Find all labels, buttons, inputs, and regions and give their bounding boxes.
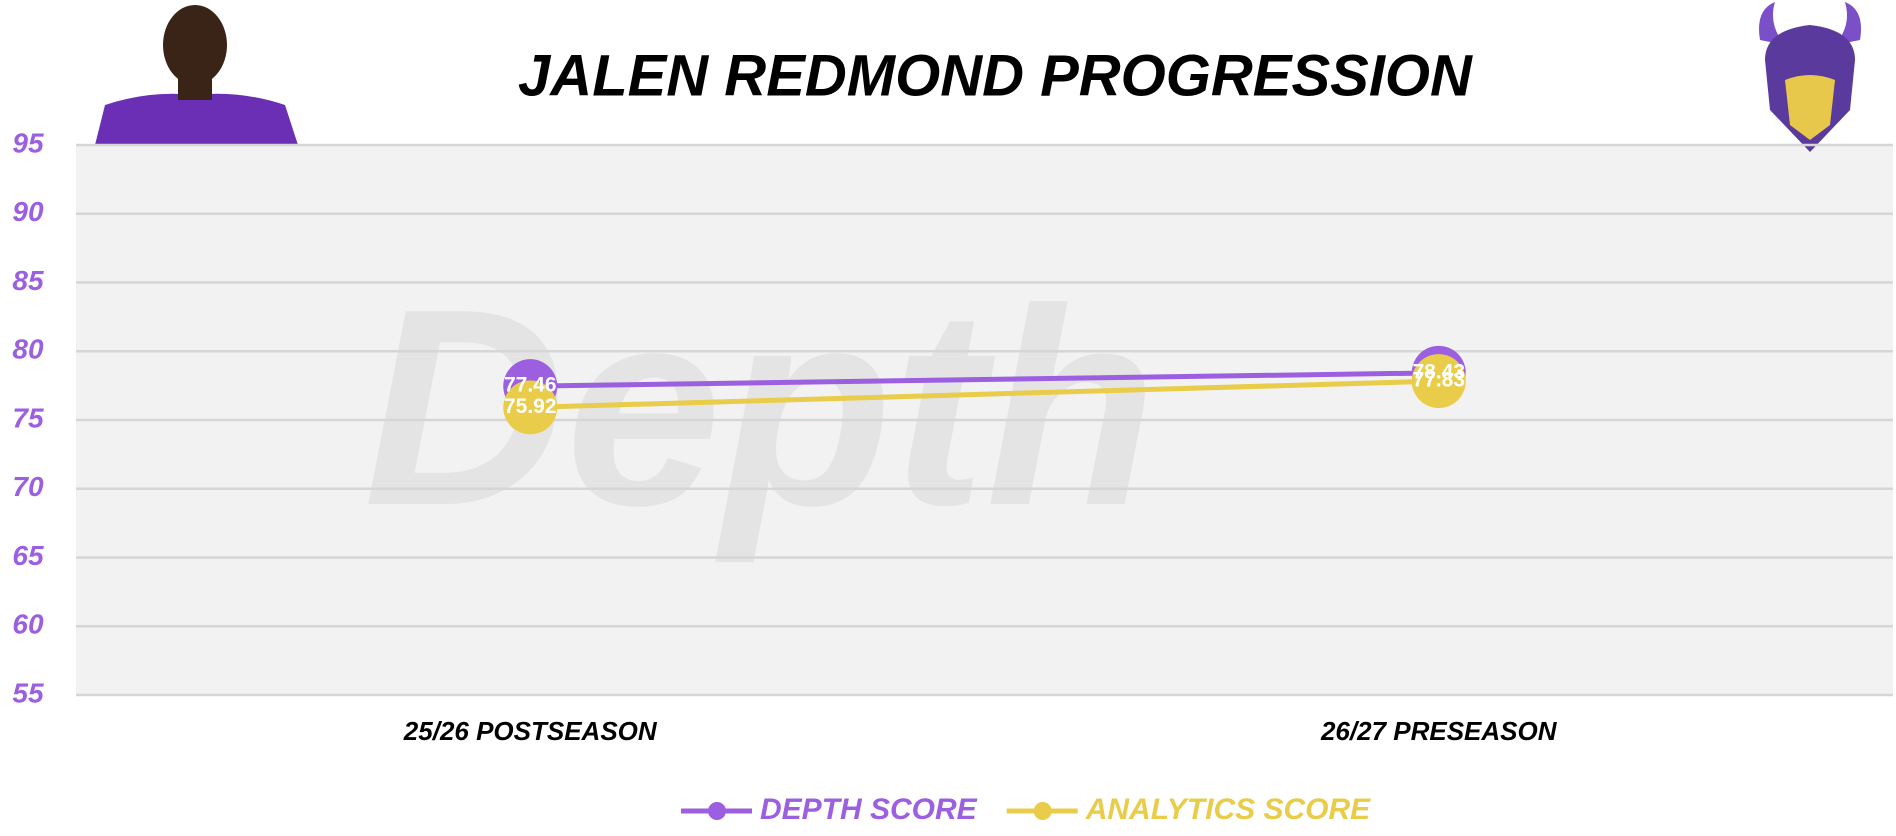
y-tick-label: 80 [12, 334, 44, 365]
y-tick-label: 70 [12, 471, 44, 502]
y-tick-label: 75 [12, 402, 44, 433]
y-tick-label: 85 [12, 265, 44, 296]
data-label: 75.92 [504, 395, 557, 418]
series-line [530, 378, 1439, 410]
series-line [530, 370, 1439, 389]
team-logo [1759, 2, 1861, 152]
point [1411, 354, 1466, 409]
x-tick-label: 26/27 PRESEASON [1320, 716, 1558, 746]
x-tick-label: 25/26 POSTSEASON [403, 716, 658, 746]
legend-label: DEPTH SCORE [760, 793, 978, 826]
data-label: 78.43 [1412, 360, 1465, 383]
data-label: 77.46 [504, 374, 557, 397]
y-tick-label: 55 [12, 677, 44, 708]
y-tick-label: 60 [12, 609, 44, 640]
legend-marker [708, 802, 726, 820]
legend-marker [1033, 802, 1052, 820]
player-photo [95, 5, 298, 145]
watermark: Depth [363, 252, 1156, 565]
point [503, 380, 558, 435]
legend-label: ANALYTICS SCORE [1085, 793, 1371, 826]
y-tick-label: 95 [12, 127, 44, 158]
y-tick-label: 65 [12, 540, 44, 571]
y-tick-label: 90 [12, 196, 44, 227]
data-label: 77.83 [1412, 369, 1465, 392]
chart-title: JALEN REDMOND PROGRESSION [518, 43, 1473, 108]
